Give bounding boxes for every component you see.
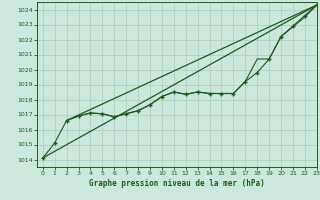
X-axis label: Graphe pression niveau de la mer (hPa): Graphe pression niveau de la mer (hPa) — [89, 179, 265, 188]
